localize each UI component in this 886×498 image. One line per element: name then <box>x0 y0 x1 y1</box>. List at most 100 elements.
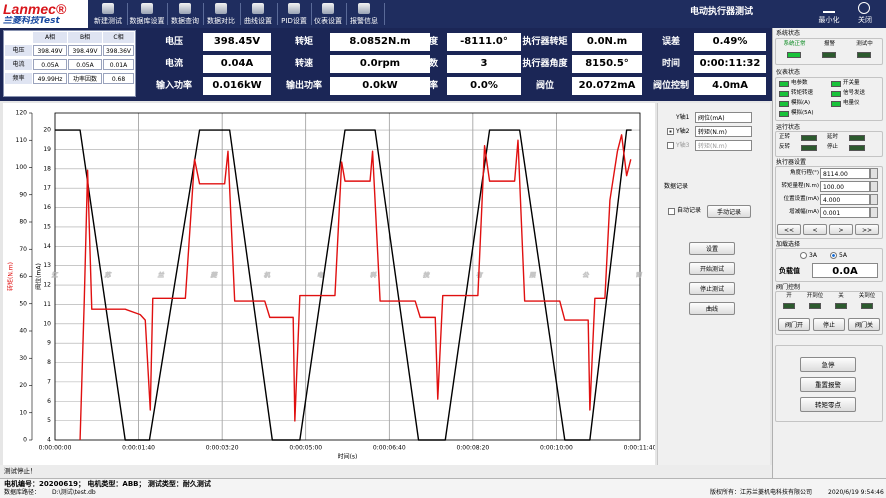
close-icon[interactable] <box>858 2 870 14</box>
indicator-led <box>831 101 841 107</box>
action-button[interactable]: 重置报警 <box>800 377 856 392</box>
step-button[interactable]: >> <box>855 224 879 235</box>
minimize-label[interactable]: 最小化 <box>818 16 840 24</box>
toolbar-label: 数据对比 <box>207 17 235 25</box>
phase-row-label: 频率 <box>5 73 32 84</box>
toolbar-button[interactable]: 新建测试 <box>90 1 126 27</box>
reading-value: 0.0rpm <box>330 55 430 73</box>
toolbar-button[interactable]: 曲线设置 <box>240 1 276 27</box>
run-status-label: 延时 <box>827 134 839 140</box>
y-axis-label: 转矩(N.m) <box>7 262 15 291</box>
step-button[interactable]: > <box>829 224 853 235</box>
toolbar-button[interactable]: PID设置 <box>278 1 310 27</box>
system-status-label: 报警 <box>823 41 835 47</box>
phase-cell: 0.05A <box>33 59 67 70</box>
step-button[interactable]: << <box>777 224 801 235</box>
toolbar-separator <box>240 3 241 25</box>
toolbar-button[interactable]: 仪表设置 <box>311 1 345 27</box>
x-tick-label: 0:00:03:20 <box>206 445 239 452</box>
chart-button[interactable]: 设置 <box>689 242 735 255</box>
y2-tick-label: 18 <box>43 165 51 172</box>
spin-arrows[interactable] <box>870 194 878 205</box>
load-option: 5A <box>839 252 847 259</box>
reading-label: 时间 <box>661 59 680 69</box>
axis-checkbox[interactable] <box>667 128 674 135</box>
chart-button[interactable]: 停止测试 <box>689 282 735 295</box>
phase-cell: 0.05A <box>68 59 102 70</box>
spin-arrows[interactable] <box>870 168 878 179</box>
axis-combo[interactable]: 转矩(N.m) <box>695 140 752 151</box>
toolbar-separator <box>384 3 385 25</box>
chart-button[interactable]: 曲线 <box>689 302 735 315</box>
indicator-led <box>801 145 817 151</box>
axis-combo[interactable]: 转矩(N.m) <box>695 126 752 137</box>
x-tick-label: 0:00:01:40 <box>122 445 155 452</box>
phase-column-header: A相 <box>33 32 67 43</box>
phase-cell: 0.68 <box>103 73 134 84</box>
y-tick-label: 110 <box>16 137 28 144</box>
axis-checkbox[interactable] <box>667 142 674 149</box>
y2-tick-label: 6 <box>47 398 51 405</box>
y2-axis-label: 阀位(mA) <box>35 263 43 290</box>
load-option: 3A <box>809 252 817 259</box>
close-label[interactable]: 关闭 <box>858 16 872 24</box>
valve-button[interactable]: 停止 <box>813 318 845 331</box>
indicator-led <box>861 303 873 309</box>
meter-status-label: 信号发送 <box>843 90 866 96</box>
valve-button[interactable]: 阀门关 <box>848 318 880 331</box>
toolbar-button[interactable]: 数据查询 <box>168 1 202 27</box>
reading-value: 20.072mA <box>572 77 642 95</box>
chart-background <box>3 103 655 465</box>
auto-record-checkbox[interactable] <box>668 208 675 215</box>
phase-cell: 398.49V <box>68 45 102 56</box>
axis-combo[interactable]: 阀位(mA) <box>695 112 752 123</box>
toolbar-button[interactable]: 数据对比 <box>203 1 239 27</box>
reading-label: 执行器转矩 <box>522 37 568 47</box>
reading-value: 4.0mA <box>694 77 766 95</box>
actuator-field-input[interactable]: 0.001 <box>820 207 870 218</box>
y2-tick-label: 16 <box>43 204 51 211</box>
y2-tick-label: 11 <box>43 301 51 308</box>
actuator-field-input[interactable]: 100.00 <box>820 181 870 192</box>
y-tick-label: 50 <box>19 300 27 307</box>
y2-tick-label: 5 <box>47 417 51 424</box>
meter-status-label: 转矩转速 <box>791 90 814 96</box>
system-status-label: 测试中 <box>856 41 873 47</box>
minimize-icon[interactable] <box>823 3 835 13</box>
toolbar-label: PID设置 <box>281 17 307 25</box>
indicator-led <box>779 101 789 107</box>
spin-arrows[interactable] <box>870 207 878 218</box>
manual-record-button[interactable]: 手动记录 <box>707 205 751 218</box>
indicator-led <box>783 303 795 309</box>
load-radio[interactable] <box>800 252 807 259</box>
toolbar-button[interactable]: 报警信息 <box>345 1 383 27</box>
phase-cell: 0.01A <box>103 59 134 70</box>
step-button[interactable]: < <box>803 224 827 235</box>
reading-label: 输入功率 <box>155 81 192 91</box>
load-radio[interactable] <box>830 252 837 259</box>
chart-button[interactable]: 开始测试 <box>689 262 735 275</box>
toolbar-separator <box>311 3 312 25</box>
valve-button[interactable]: 阀门开 <box>778 318 810 331</box>
meter-status-label: 电量仪 <box>843 100 860 106</box>
toolbar-button[interactable]: 数据库设置 <box>128 1 166 27</box>
action-button[interactable]: 急停 <box>800 357 856 372</box>
test-status: 测试停止！ <box>4 467 37 475</box>
test-info: 电机编号：20200619； 电机类型：ABB； 测试类型：耐久测试 <box>4 480 211 488</box>
phase-cell: 功率因数 <box>68 73 102 84</box>
action-button[interactable]: 转矩零点 <box>800 397 856 412</box>
actuator-field-label: 位置设置(mA) <box>783 196 819 202</box>
actuator-field-input[interactable]: 8114.00 <box>820 168 870 179</box>
spin-arrows[interactable] <box>870 181 878 192</box>
reading-label: 转速 <box>294 59 313 69</box>
valve-status-label: 开 <box>786 293 792 299</box>
x-tick-label: 0:00:08:20 <box>456 445 489 452</box>
phase-column-header: C相 <box>103 32 134 43</box>
reading-label: 输出功率 <box>285 81 322 91</box>
toolbar-icon <box>215 3 227 14</box>
axis-label: Y轴3 <box>676 142 690 149</box>
actuator-field-input[interactable]: 4.000 <box>820 194 870 205</box>
app-title: 电动执行器测试 <box>690 7 754 17</box>
reading-value: 0.0kW <box>330 77 430 95</box>
